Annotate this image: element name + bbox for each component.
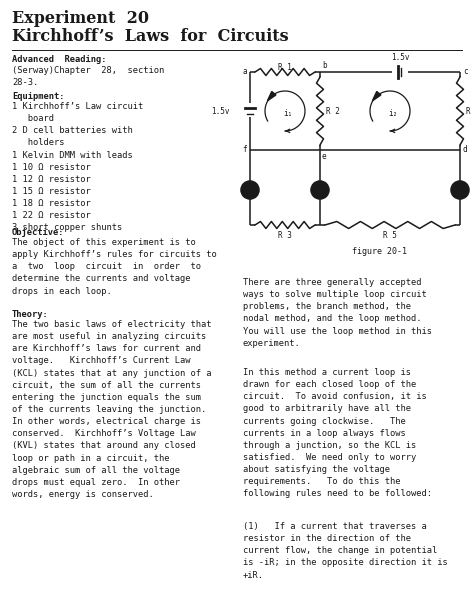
Text: Advanced  Reading:: Advanced Reading: — [12, 55, 107, 64]
Text: figure 20-1: figure 20-1 — [353, 247, 408, 256]
Text: f: f — [242, 145, 247, 154]
Text: Equipment:: Equipment: — [12, 92, 64, 101]
Text: R 1: R 1 — [278, 63, 292, 72]
Text: The object of this experiment is to
apply Kirchhoff’s rules for circuits to
a  t: The object of this experiment is to appl… — [12, 238, 217, 295]
Text: Experiment  20: Experiment 20 — [12, 10, 149, 27]
Text: 1.5v: 1.5v — [211, 107, 230, 115]
Text: b: b — [322, 61, 327, 70]
Circle shape — [451, 181, 469, 199]
Text: c: c — [463, 67, 468, 77]
Text: Theory:: Theory: — [12, 310, 49, 319]
Text: a: a — [242, 67, 247, 77]
Text: R 4: R 4 — [466, 107, 474, 115]
Text: R 5: R 5 — [383, 231, 397, 240]
Text: i₂: i₂ — [388, 110, 398, 118]
Text: R 3: R 3 — [278, 231, 292, 240]
Text: 1.5v: 1.5v — [391, 53, 409, 62]
Text: 1 Kirchhoff’s Law circuit
   board
2 D cell batteries with
   holders
1 Kelvin D: 1 Kirchhoff’s Law circuit board 2 D cell… — [12, 102, 143, 232]
Text: In this method a current loop is
drawn for each closed loop of the
circuit.  To : In this method a current loop is drawn f… — [243, 368, 432, 498]
Text: R 2: R 2 — [326, 107, 340, 115]
Text: There are three generally accepted
ways to solve multiple loop circuit
problems,: There are three generally accepted ways … — [243, 278, 432, 348]
Circle shape — [311, 181, 329, 199]
Text: i₁: i₁ — [283, 110, 292, 118]
Text: e: e — [322, 152, 327, 161]
Text: (Serway)Chapter  28,  section
28-3.: (Serway)Chapter 28, section 28-3. — [12, 66, 164, 87]
Text: d: d — [463, 145, 468, 154]
Text: A: A — [248, 186, 252, 195]
Text: A: A — [318, 186, 322, 195]
Polygon shape — [373, 91, 381, 101]
Polygon shape — [267, 91, 276, 101]
Text: Kirchhoff’s  Laws  for  Circuits: Kirchhoff’s Laws for Circuits — [12, 28, 289, 45]
Text: Objective:: Objective: — [12, 228, 64, 237]
Text: A: A — [458, 186, 462, 195]
Text: (1)   If a current that traverses a
resistor in the direction of the
current flo: (1) If a current that traverses a resist… — [243, 522, 448, 580]
Circle shape — [241, 181, 259, 199]
Text: The two basic laws of electricity that
are most useful in analyzing circuits
are: The two basic laws of electricity that a… — [12, 320, 211, 499]
